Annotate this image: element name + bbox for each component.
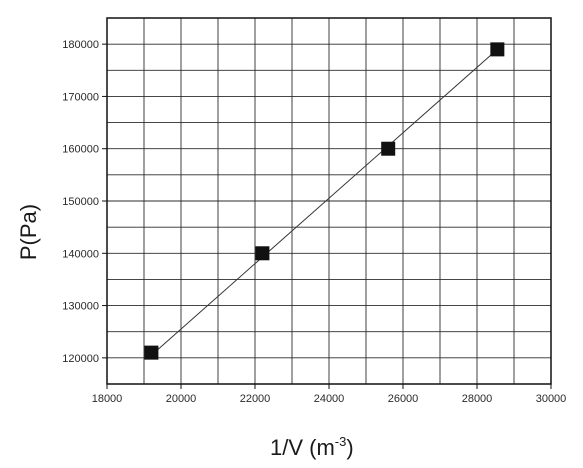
y-tick-label: 130000 xyxy=(62,301,99,313)
fit-line xyxy=(151,48,498,356)
y-tick-label: 170000 xyxy=(62,91,99,103)
y-tick-label: 180000 xyxy=(62,39,99,51)
data-point xyxy=(144,345,159,360)
data-points xyxy=(144,42,505,360)
x-axis-label: 1/V (m-3) xyxy=(270,434,354,460)
y-tick-label: 160000 xyxy=(62,144,99,156)
x-tick-label: 18000 xyxy=(92,393,123,405)
x-axis-label-close: ) xyxy=(346,435,353,460)
y-axis-label: P(Pa) xyxy=(16,204,41,260)
x-tick-label: 20000 xyxy=(166,393,197,405)
x-tick-label: 30000 xyxy=(536,393,567,405)
x-tick-label: 22000 xyxy=(240,393,271,405)
y-tick-label: 150000 xyxy=(62,196,99,208)
x-axis-label-exponent: -3 xyxy=(335,434,347,449)
x-tick-label: 26000 xyxy=(388,393,419,405)
data-point xyxy=(490,42,505,57)
x-tick-label: 24000 xyxy=(314,393,345,405)
data-point xyxy=(381,141,396,156)
grid xyxy=(106,17,552,385)
x-tick-label: 28000 xyxy=(462,393,493,405)
y-tick-label: 140000 xyxy=(62,248,99,260)
y-tick-label: 120000 xyxy=(62,353,99,365)
x-ticks: 18000 20000 22000 24000 26000 28000 30000 xyxy=(92,384,567,405)
x-axis-label-text: 1/V (m xyxy=(270,435,335,460)
data-point xyxy=(255,246,270,261)
y-ticks: 120000 130000 140000 150000 160000 170000 1800… xyxy=(62,39,107,365)
